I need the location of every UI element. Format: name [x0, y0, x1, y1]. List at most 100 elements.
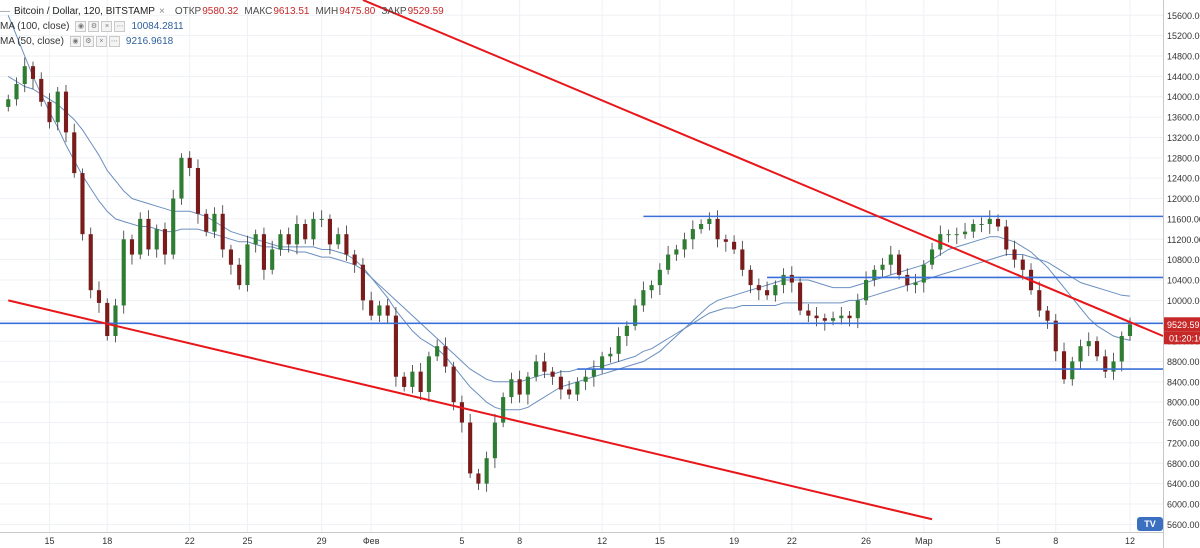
candle-body [1127, 324, 1133, 336]
more-icon[interactable]: ⋯ [108, 36, 120, 47]
y-tick-label: 7200.00 [1167, 438, 1200, 448]
candle [839, 306, 844, 325]
close-icon[interactable]: × [95, 36, 107, 47]
ma100-value: 10084.2811 [131, 20, 184, 32]
candle-body [220, 213, 225, 250]
candle [864, 271, 869, 305]
candle [542, 352, 547, 378]
candle-body [187, 157, 192, 168]
candle [278, 229, 283, 256]
tradingview-logo[interactable]: TV [1137, 517, 1163, 531]
candle [237, 258, 242, 290]
candle-body [96, 290, 102, 303]
candle-body [773, 285, 778, 296]
candle [154, 224, 159, 258]
symbol-title[interactable]: Bitcoin / Dollar, 120, BITSTAMP [14, 5, 155, 17]
candle-body [962, 231, 968, 235]
y-tick-label: 6400.00 [1167, 479, 1200, 489]
candle-body [14, 84, 19, 100]
y-tick-label: 5600.00 [1167, 520, 1200, 530]
candle [22, 57, 27, 93]
candle-body [674, 249, 679, 255]
close-icon[interactable]: × [101, 21, 113, 32]
eye-icon[interactable]: ◉ [69, 36, 81, 47]
settings-icon[interactable]: ⚙ [88, 21, 100, 32]
candle-body [995, 218, 1001, 227]
y-tick-label: 7600.00 [1167, 418, 1200, 428]
candle [855, 293, 860, 329]
legend-ma100-row[interactable]: MA (100, close) ◉ ⚙ × ⋯ 10084.2811 [0, 19, 444, 34]
y-tick-label: 11600.00 [1167, 214, 1200, 224]
candle [806, 303, 811, 322]
candle [550, 367, 555, 385]
candle [732, 235, 737, 255]
candle [558, 370, 563, 400]
candle-body [245, 244, 250, 286]
x-tick-label: 12 [1125, 536, 1135, 546]
candle [657, 263, 662, 296]
settings-icon[interactable]: ⚙ [82, 36, 94, 47]
candle-body [435, 346, 440, 357]
x-tick-label: 8 [517, 536, 522, 546]
candle [138, 212, 143, 260]
candle [765, 281, 770, 300]
legend-ma50-row[interactable]: MA (50, close) ◉ ⚙ × ⋯ 9216.9618 [0, 34, 444, 49]
candle [393, 306, 398, 387]
candle [575, 377, 580, 401]
candle [47, 93, 52, 129]
candle [888, 245, 893, 275]
candle [261, 227, 267, 280]
candle-body [1078, 346, 1083, 362]
trend-line [8, 299, 933, 521]
candle [641, 281, 646, 312]
candle-body [377, 305, 382, 316]
ma100-label[interactable]: MA (100, close) [0, 20, 70, 32]
candle-body [855, 300, 860, 319]
candle-body [179, 157, 184, 199]
candle [402, 372, 407, 392]
candle-body [1037, 290, 1042, 311]
y-tick-label: 14000.00 [1167, 92, 1200, 102]
y-tick-label: 8800.00 [1167, 357, 1200, 367]
candle [228, 244, 234, 275]
candle-body [1012, 249, 1017, 260]
candle [517, 370, 522, 403]
candle-body [1020, 259, 1025, 270]
candle-body [303, 224, 308, 240]
candle [1053, 314, 1058, 362]
x-tick-label: 8 [1053, 536, 1058, 546]
candle-body [789, 274, 794, 283]
candle [822, 313, 827, 331]
candle-body [319, 218, 324, 220]
candle-body [633, 305, 638, 326]
candle-body [30, 66, 36, 79]
candle [360, 258, 365, 311]
candle-body [402, 376, 407, 387]
candle [872, 265, 877, 287]
collapse-icon[interactable]: — [0, 5, 10, 17]
candle-body [162, 229, 168, 255]
candle-body [872, 269, 877, 280]
candle-body [896, 254, 902, 275]
x-tick-label: 15 [655, 536, 665, 546]
candle-body [1004, 226, 1009, 250]
more-icon[interactable]: ⋯ [114, 21, 126, 32]
candle-body [204, 213, 209, 232]
candle-body [641, 290, 646, 306]
candle [1070, 356, 1075, 386]
candle [583, 370, 588, 390]
candle-body [657, 269, 662, 286]
candle-body [369, 300, 374, 316]
candle [369, 291, 374, 321]
candle-body [418, 371, 423, 392]
candle-body [1070, 361, 1075, 380]
close-icon[interactable]: × [158, 5, 165, 17]
candle-body [113, 305, 118, 336]
ma50-label[interactable]: MA (50, close) [0, 35, 64, 47]
candle-body [839, 315, 844, 319]
eye-icon[interactable]: ◉ [75, 21, 87, 32]
candle [591, 360, 596, 387]
candle [921, 260, 926, 293]
